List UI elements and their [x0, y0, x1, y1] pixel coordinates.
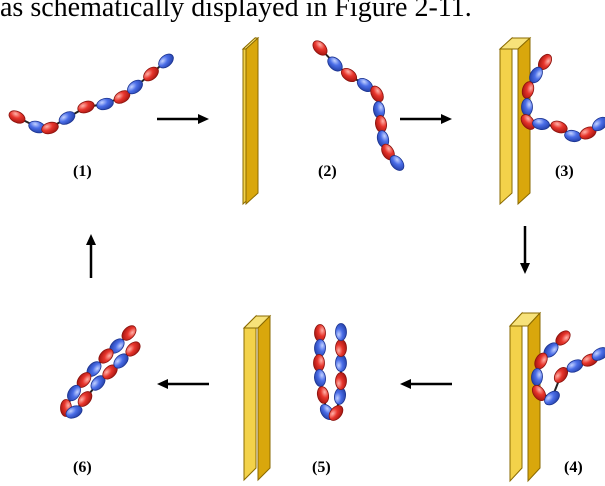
- bead-blue: [335, 354, 347, 372]
- bead-blue: [314, 369, 326, 387]
- bead-red: [521, 81, 535, 99]
- bead-red: [550, 120, 568, 134]
- bead-blue: [521, 98, 533, 116]
- panel-label-4: (4): [564, 459, 583, 476]
- bead-red: [370, 85, 384, 103]
- bead-red: [520, 114, 536, 130]
- chain-panel-4: [531, 330, 605, 406]
- bead-blue: [389, 155, 405, 171]
- arrow-6-to-1: [86, 234, 96, 278]
- chain-panel-3: [520, 53, 605, 143]
- chain-panel-2: [312, 40, 405, 171]
- bead-blue: [335, 323, 347, 341]
- bead-red: [553, 366, 569, 384]
- panel-label-2: (2): [318, 163, 337, 180]
- arrow-4-to-5: [400, 379, 452, 389]
- bead-red: [77, 391, 93, 407]
- bead-blue: [591, 347, 605, 361]
- bead-red: [335, 372, 347, 390]
- bead-blue: [127, 79, 143, 95]
- panel-label-3: (3): [555, 163, 574, 180]
- bead-red: [314, 324, 326, 342]
- chain-panel-5: [313, 323, 347, 421]
- bead-red: [316, 386, 330, 404]
- bead-red: [41, 121, 59, 135]
- bead-blue: [592, 116, 605, 132]
- bead-blue: [58, 111, 76, 125]
- arrow-2-to-3: [400, 114, 452, 124]
- bead-red: [313, 354, 325, 372]
- bead-red: [143, 66, 159, 82]
- arrow-5-to-6: [157, 379, 209, 389]
- bead-red: [328, 405, 344, 421]
- arrow-1-to-2: [157, 114, 209, 124]
- bead-red: [125, 341, 141, 357]
- bead-blue: [65, 405, 83, 419]
- bead-blue: [327, 56, 343, 72]
- bead-red: [335, 339, 347, 357]
- wall-panel-5: [242, 314, 272, 482]
- wall-panel-4: [508, 311, 542, 483]
- panel-label-6: (6): [73, 459, 92, 476]
- bead-red: [8, 110, 26, 124]
- wall-panel-2: [241, 36, 260, 206]
- panel-label-5: (5): [312, 459, 331, 476]
- arrow-3-to-4: [520, 226, 530, 274]
- bead-red: [121, 325, 137, 341]
- chain-panel-1: [8, 53, 174, 135]
- bead-blue: [544, 390, 560, 406]
- bead-blue: [314, 339, 326, 357]
- bead-blue: [96, 97, 114, 111]
- bead-red: [98, 348, 114, 364]
- panel-label-1: (1): [73, 163, 92, 180]
- bead-blue: [532, 118, 550, 130]
- bead-blue: [67, 384, 81, 402]
- bead-red: [340, 67, 358, 83]
- bead-blue: [158, 53, 174, 69]
- bead-red: [531, 384, 547, 402]
- bead-red: [77, 100, 95, 114]
- caption-text: as schematically displayed in Figure 2-1…: [0, 0, 472, 23]
- bead-red: [312, 40, 328, 56]
- chain-panel-6: [60, 325, 141, 419]
